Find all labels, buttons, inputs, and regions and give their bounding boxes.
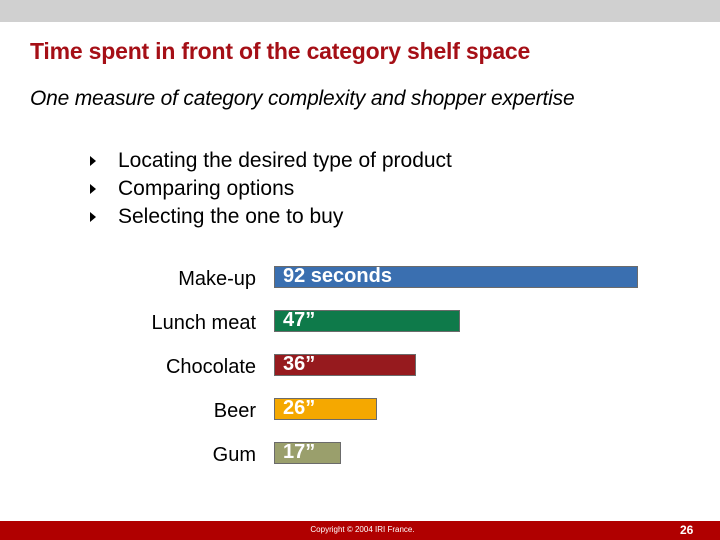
triangle-bullet-icon [90, 212, 96, 222]
bar-row: Chocolate 36” [0, 353, 720, 378]
category-label: Gum [212, 444, 256, 466]
bullet-item: Comparing options [88, 175, 452, 203]
bullet-item: Locating the desired type of product [88, 147, 452, 175]
bar: 36” [274, 353, 416, 376]
footer-band: Copyright © 2004 IRI France. 26 [0, 521, 720, 540]
bar-row: Beer 26” [0, 397, 720, 422]
bar: 47” [274, 309, 460, 332]
bar-value-label: 17” [283, 441, 316, 463]
bar-value-label: 36” [283, 353, 316, 375]
copyright-text: Copyright © 2004 IRI France. [310, 525, 415, 534]
bar-row: Lunch meat 47” [0, 309, 720, 334]
bar-row: Make-up 92 seconds [0, 265, 720, 290]
category-label: Chocolate [165, 356, 256, 378]
bar-value-label: 47” [283, 309, 316, 331]
bar-value-label: 92 seconds [283, 265, 392, 287]
category-label: Lunch meat [151, 312, 256, 334]
triangle-bullet-icon [90, 184, 96, 194]
bullet-list: Locating the desired type of product Com… [88, 147, 452, 231]
bar: 17” [274, 441, 341, 464]
bullet-item: Selecting the one to buy [88, 203, 452, 231]
triangle-bullet-icon [90, 156, 96, 166]
category-label: Beer [213, 400, 256, 422]
slide-title: Time spent in front of the category shel… [30, 38, 531, 64]
bar: 92 seconds [274, 265, 638, 288]
bar-row: Gum 17” [0, 441, 720, 466]
bar: 26” [274, 397, 377, 420]
bar-value-label: 26” [283, 397, 316, 419]
top-band [0, 0, 720, 22]
category-label: Make-up [178, 268, 256, 290]
slide-subtitle: One measure of category complexity and s… [30, 87, 575, 110]
page-number: 26 [680, 523, 694, 537]
